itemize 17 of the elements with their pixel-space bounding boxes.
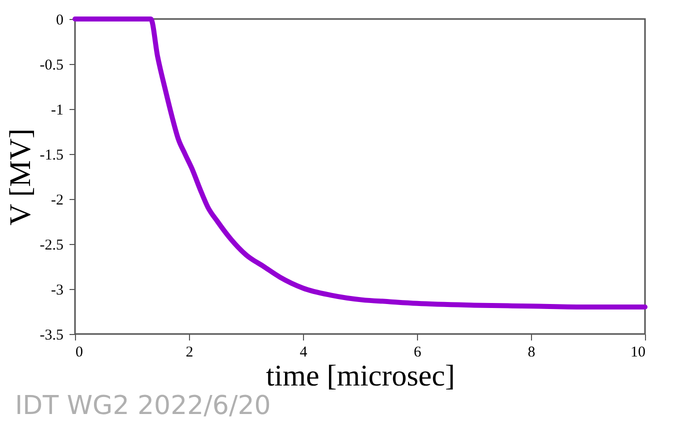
y-tick-label: -1.5 <box>40 148 64 164</box>
y-tick-label: -0.5 <box>40 58 64 74</box>
y-tick-label: 0 <box>56 12 64 28</box>
y-tick-label: -2.5 <box>40 238 64 254</box>
x-tick-label: 0 <box>76 344 83 360</box>
x-tick-label: 2 <box>186 344 194 360</box>
y-axis-title: V [MV] <box>4 128 37 226</box>
x-tick-label: 8 <box>528 344 536 360</box>
y-tick-label: -3.5 <box>40 328 64 344</box>
text: IDT WG2 2022/6/20 <box>15 391 271 421</box>
y-tick-label: -2 <box>51 192 64 208</box>
y-tick-label: -3 <box>51 282 64 298</box>
y-tick-label: -1 <box>51 102 64 118</box>
x-tick-label: 6 <box>414 344 422 360</box>
x-tick-label: 4 <box>300 344 308 360</box>
x-axis-title: time [microsec] <box>266 360 456 392</box>
x-tick-label: 10 <box>630 344 646 360</box>
